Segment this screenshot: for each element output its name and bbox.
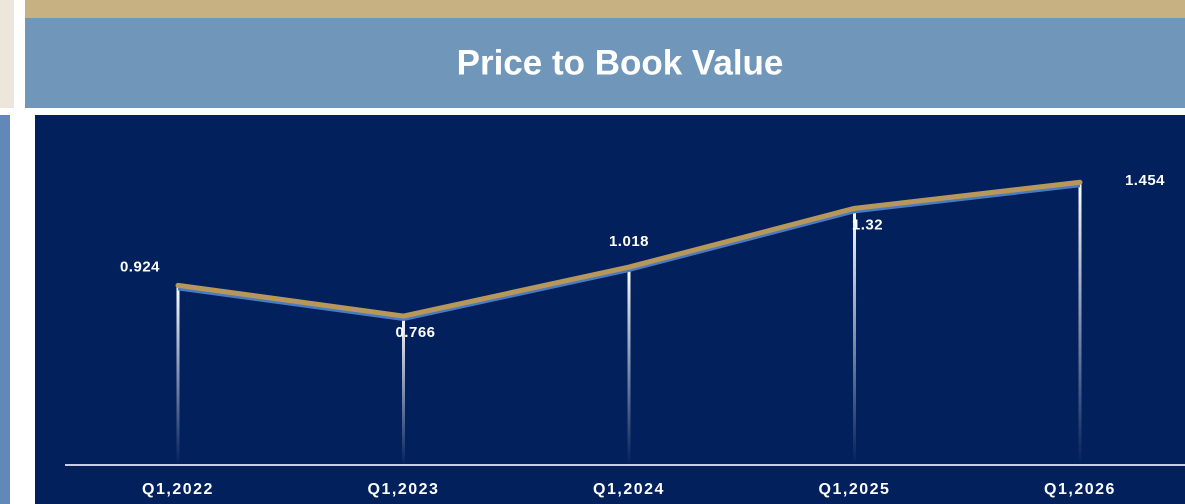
plot-area xyxy=(35,115,1185,504)
data-label: 0.766 xyxy=(395,324,435,341)
line-shadow xyxy=(177,183,1081,322)
drop-line xyxy=(627,267,631,465)
data-label: 1.018 xyxy=(609,233,649,250)
left-edge xyxy=(0,0,14,108)
x-tick-label: Q1,2025 xyxy=(819,481,891,498)
data-label: 1.454 xyxy=(1125,172,1165,189)
x-tick-label: Q1,2022 xyxy=(142,481,214,498)
gold-strip xyxy=(25,0,1185,18)
drop-line xyxy=(402,316,405,465)
drop-line xyxy=(853,208,856,466)
left-edge xyxy=(0,115,10,504)
chart-title: Price to Book Value xyxy=(457,43,784,82)
data-label: 1.32 xyxy=(852,216,883,233)
x-tick-label: Q1,2024 xyxy=(593,481,665,498)
x-tick-label: Q1,2023 xyxy=(368,481,440,498)
header-band xyxy=(25,18,1185,108)
series-line xyxy=(175,179,1083,319)
x-tick-label: Q1,2026 xyxy=(1044,481,1116,498)
drop-line xyxy=(1078,182,1082,465)
data-label: 0.924 xyxy=(120,258,160,275)
drop-line xyxy=(176,285,180,465)
